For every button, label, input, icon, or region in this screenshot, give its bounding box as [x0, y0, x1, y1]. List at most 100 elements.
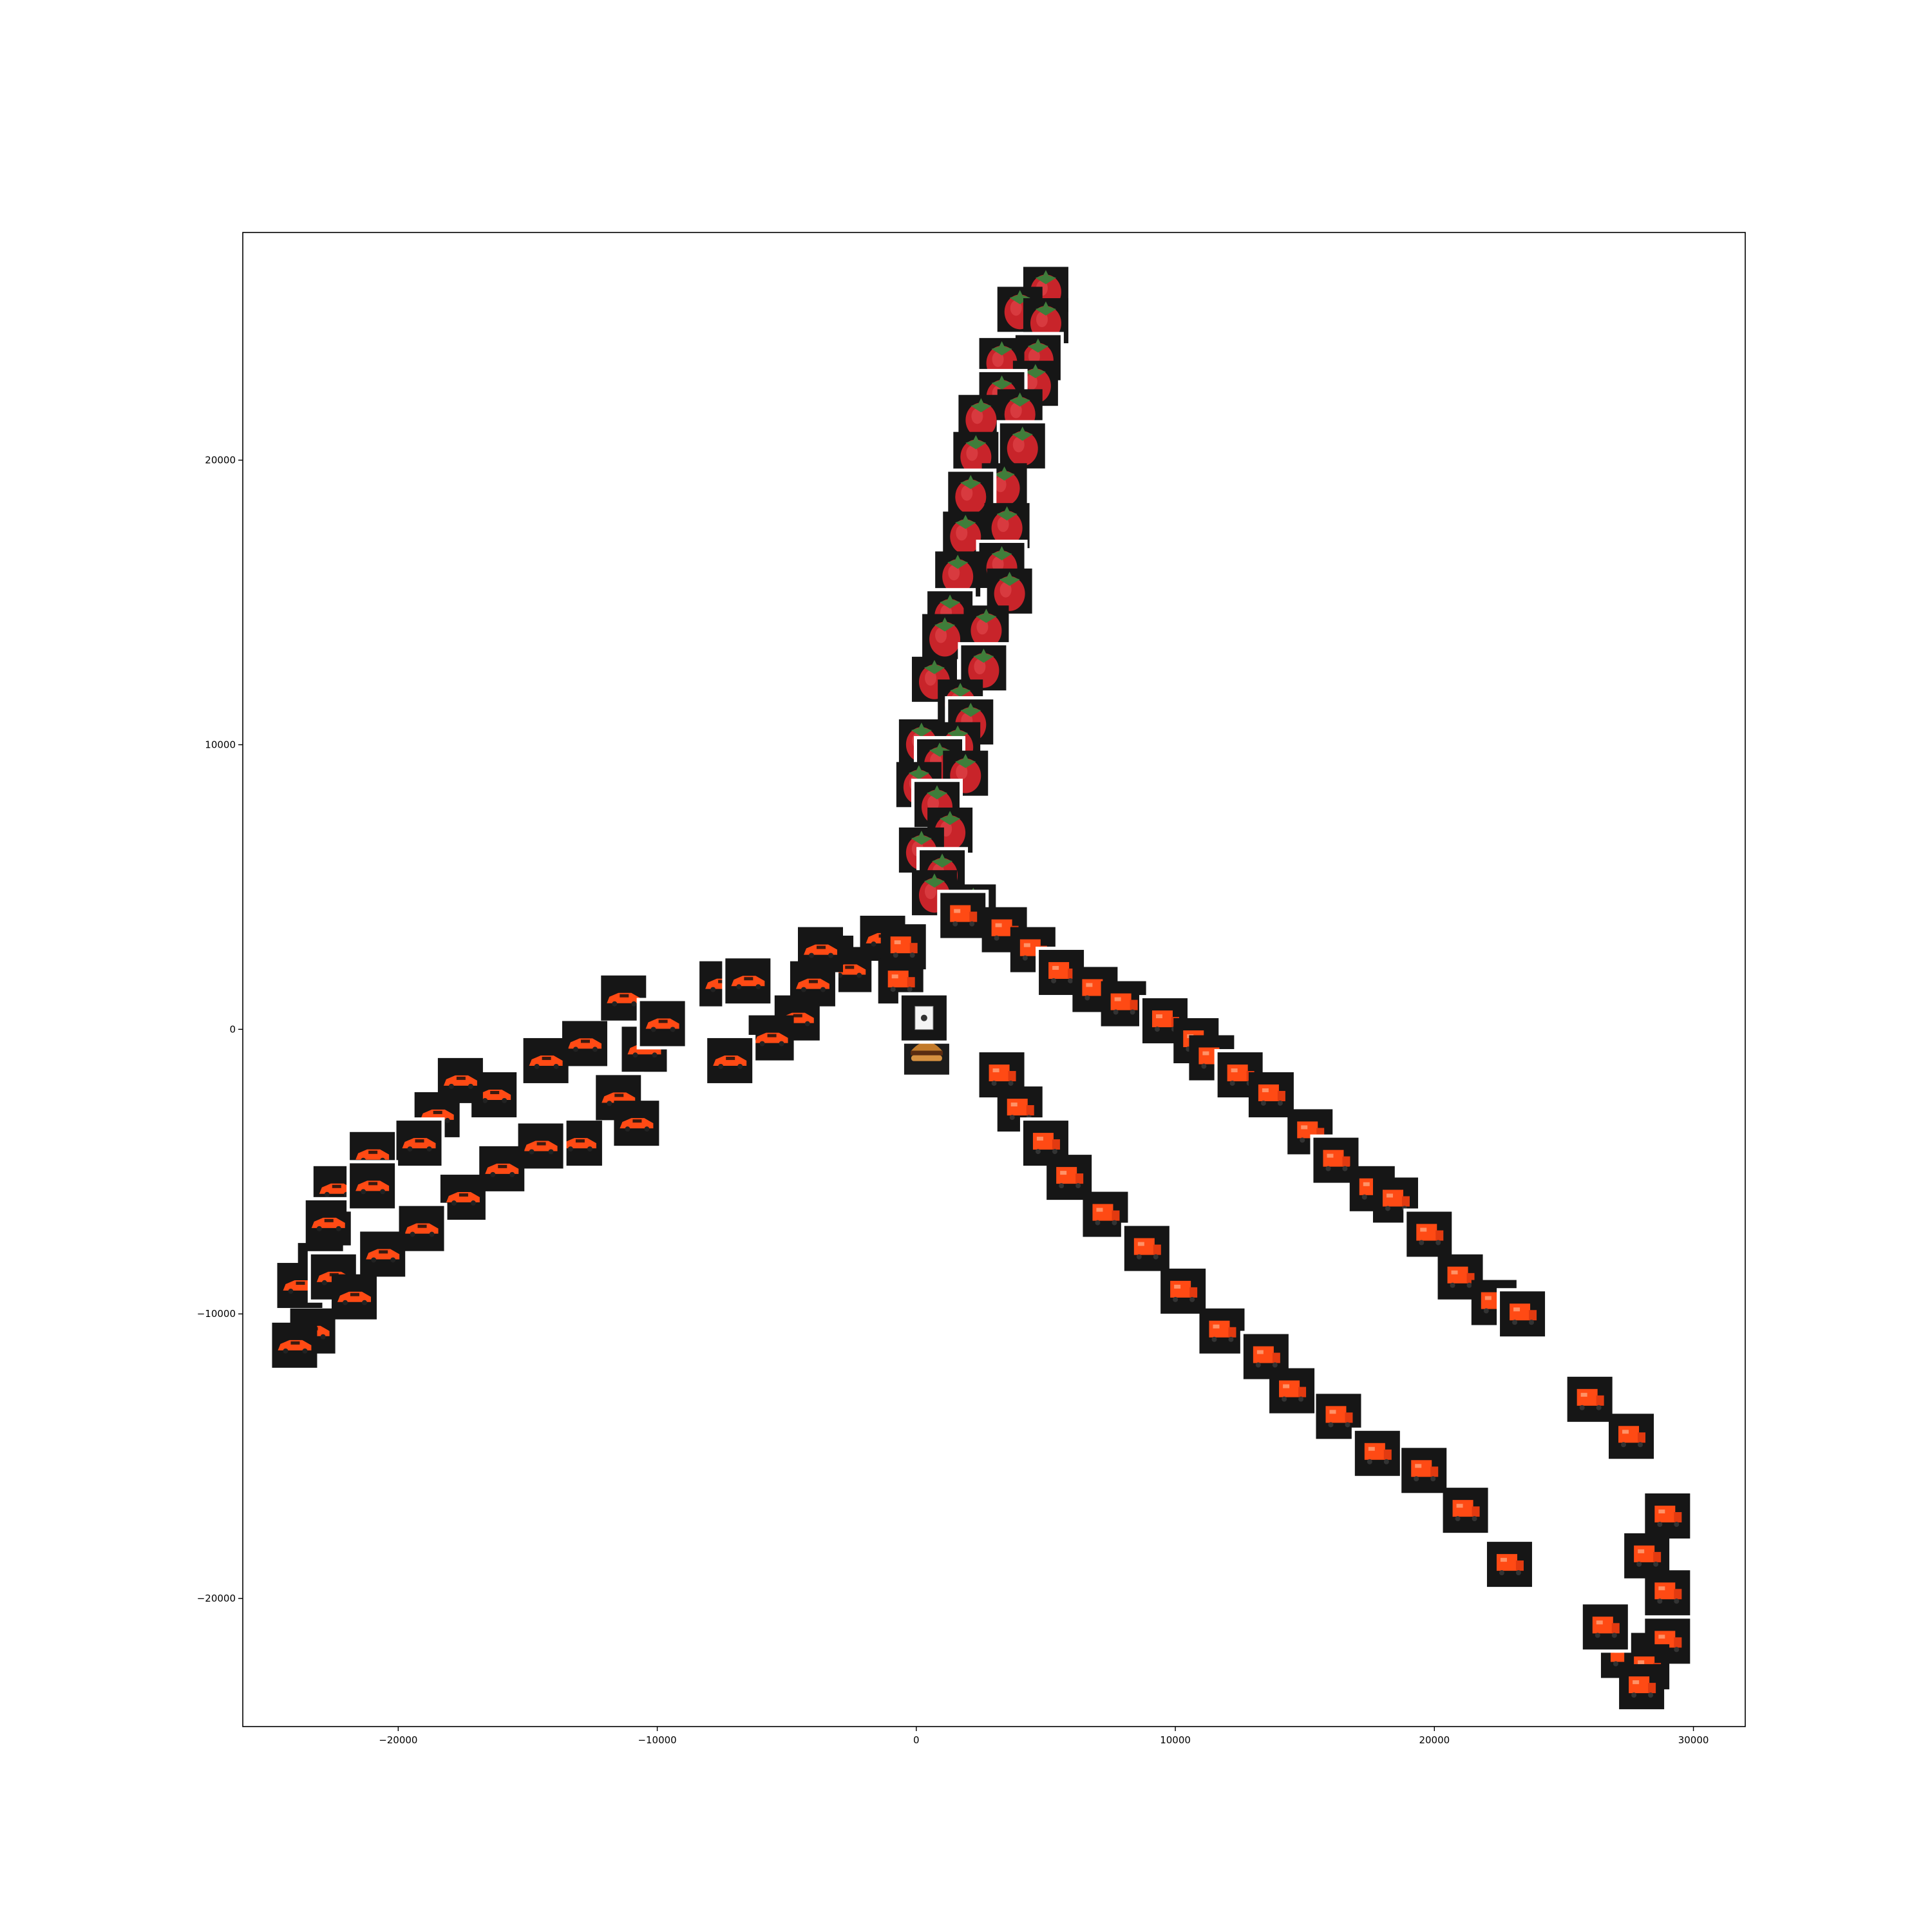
truck-detail — [1368, 1446, 1375, 1451]
y-tick-label: 10000 — [205, 739, 236, 750]
car-window — [816, 945, 826, 949]
strawberry-highlight — [1028, 348, 1040, 365]
truck-cab — [1153, 1244, 1161, 1255]
truck-box — [1634, 1545, 1655, 1562]
car-body — [524, 1141, 558, 1151]
car-window — [793, 1014, 802, 1018]
truck-detail — [1451, 1270, 1458, 1274]
car-wheel — [755, 984, 761, 990]
truck-wheel — [1325, 1166, 1331, 1171]
car-wheel — [737, 1063, 743, 1069]
truck-wheel — [1435, 1240, 1441, 1245]
car-body — [477, 1089, 511, 1100]
orange-truck-thumbnail — [1619, 1664, 1665, 1710]
car-wheel — [652, 1052, 658, 1058]
truck-box — [950, 905, 971, 922]
truck-box — [1496, 1554, 1517, 1571]
car-wheel — [736, 984, 742, 990]
truck-wheel — [1112, 1220, 1117, 1226]
car-wheel — [426, 1146, 432, 1152]
car-wheel — [429, 1231, 435, 1237]
car-wheel — [342, 1300, 348, 1305]
orange-truck-thumbnail — [1083, 1191, 1128, 1237]
y-tick-label: 0 — [229, 1023, 236, 1035]
strawberry-leaves — [923, 873, 945, 888]
truck-wheel — [1059, 1183, 1065, 1189]
strawberry-leaves — [908, 765, 929, 780]
truck-box — [1082, 979, 1103, 996]
strawberry-leaves — [960, 475, 981, 489]
truck-detail — [1010, 1103, 1018, 1107]
orange-truck-thumbnail — [937, 889, 989, 942]
truck-box — [1447, 1266, 1468, 1283]
strawberry-highlight — [935, 627, 947, 643]
strawberry-leaves — [932, 853, 953, 868]
truck-wheel — [1430, 1476, 1436, 1482]
truck-wheel — [1472, 1516, 1477, 1522]
car-wheel — [288, 1289, 294, 1294]
truck-detail — [1638, 1660, 1645, 1665]
car-body — [311, 1217, 345, 1228]
truck-detail — [1283, 1384, 1290, 1388]
car-body — [319, 1183, 353, 1194]
truck-detail — [1484, 1296, 1492, 1300]
truck-wheel — [1483, 1308, 1489, 1314]
car-wheel — [451, 1200, 457, 1206]
truck-wheel — [1674, 1598, 1680, 1604]
car-window — [459, 1193, 468, 1197]
strawberry-leaves — [965, 435, 987, 450]
truck-cab — [1638, 1432, 1646, 1443]
strawberry-highlight — [948, 565, 960, 581]
truck-cab — [907, 977, 915, 988]
truck-detail — [1052, 965, 1059, 970]
truck-box — [1110, 993, 1132, 1010]
truck-wheel — [1022, 955, 1028, 961]
car-window — [658, 1019, 668, 1023]
car-body — [485, 1163, 519, 1174]
car-wheel — [482, 1097, 488, 1103]
car-wheel — [607, 1101, 612, 1106]
truck-wheel — [1298, 1396, 1304, 1402]
burger-bottom-bun — [911, 1055, 942, 1061]
truck-box — [1452, 1500, 1473, 1517]
truck-wheel — [1229, 1081, 1235, 1086]
x-tick-label: 0 — [913, 1734, 920, 1746]
truck-box — [989, 1065, 1010, 1082]
car-wheel — [470, 1200, 476, 1206]
sports-car-thumbnail — [592, 1072, 645, 1124]
y-tick-label: 20000 — [205, 455, 236, 466]
truck-wheel — [1385, 1206, 1390, 1211]
orange-truck-thumbnail — [1579, 1601, 1631, 1653]
truck-detail — [1256, 1350, 1264, 1354]
truck-wheel — [1173, 1296, 1179, 1302]
car-window — [379, 1250, 388, 1254]
car-wheel — [808, 952, 814, 958]
truck-wheel — [1189, 1296, 1195, 1302]
strawberry-highlight — [992, 351, 1004, 367]
truck-wheel — [1113, 1009, 1119, 1015]
x-tick-label: 20000 — [1419, 1734, 1450, 1746]
car-wheel — [407, 1146, 413, 1152]
car-wheel — [316, 1226, 322, 1231]
sports-car-thumbnail — [437, 1057, 483, 1103]
car-window — [368, 1150, 378, 1154]
truck-wheel — [1300, 1137, 1305, 1143]
strawberry-leaves — [947, 725, 969, 740]
car-window — [490, 1090, 500, 1094]
truck-cab — [1611, 1623, 1620, 1634]
strawberry-leaves — [1025, 364, 1046, 379]
strawberry-highlight — [924, 670, 936, 686]
strawberry-leaves — [911, 723, 932, 737]
car-window — [808, 980, 818, 983]
car-wheel — [820, 987, 826, 992]
truck-detail — [1580, 1392, 1587, 1397]
orange-truck-thumbnail — [1642, 1490, 1694, 1542]
truck-cab — [1529, 1310, 1537, 1321]
truck-detail — [1202, 1051, 1209, 1056]
truck-box — [1258, 1084, 1279, 1101]
truck-wheel — [994, 935, 999, 941]
playing-card-thumbnail — [898, 992, 950, 1044]
truck-box — [1411, 1460, 1432, 1477]
truck-wheel — [1657, 1521, 1663, 1527]
